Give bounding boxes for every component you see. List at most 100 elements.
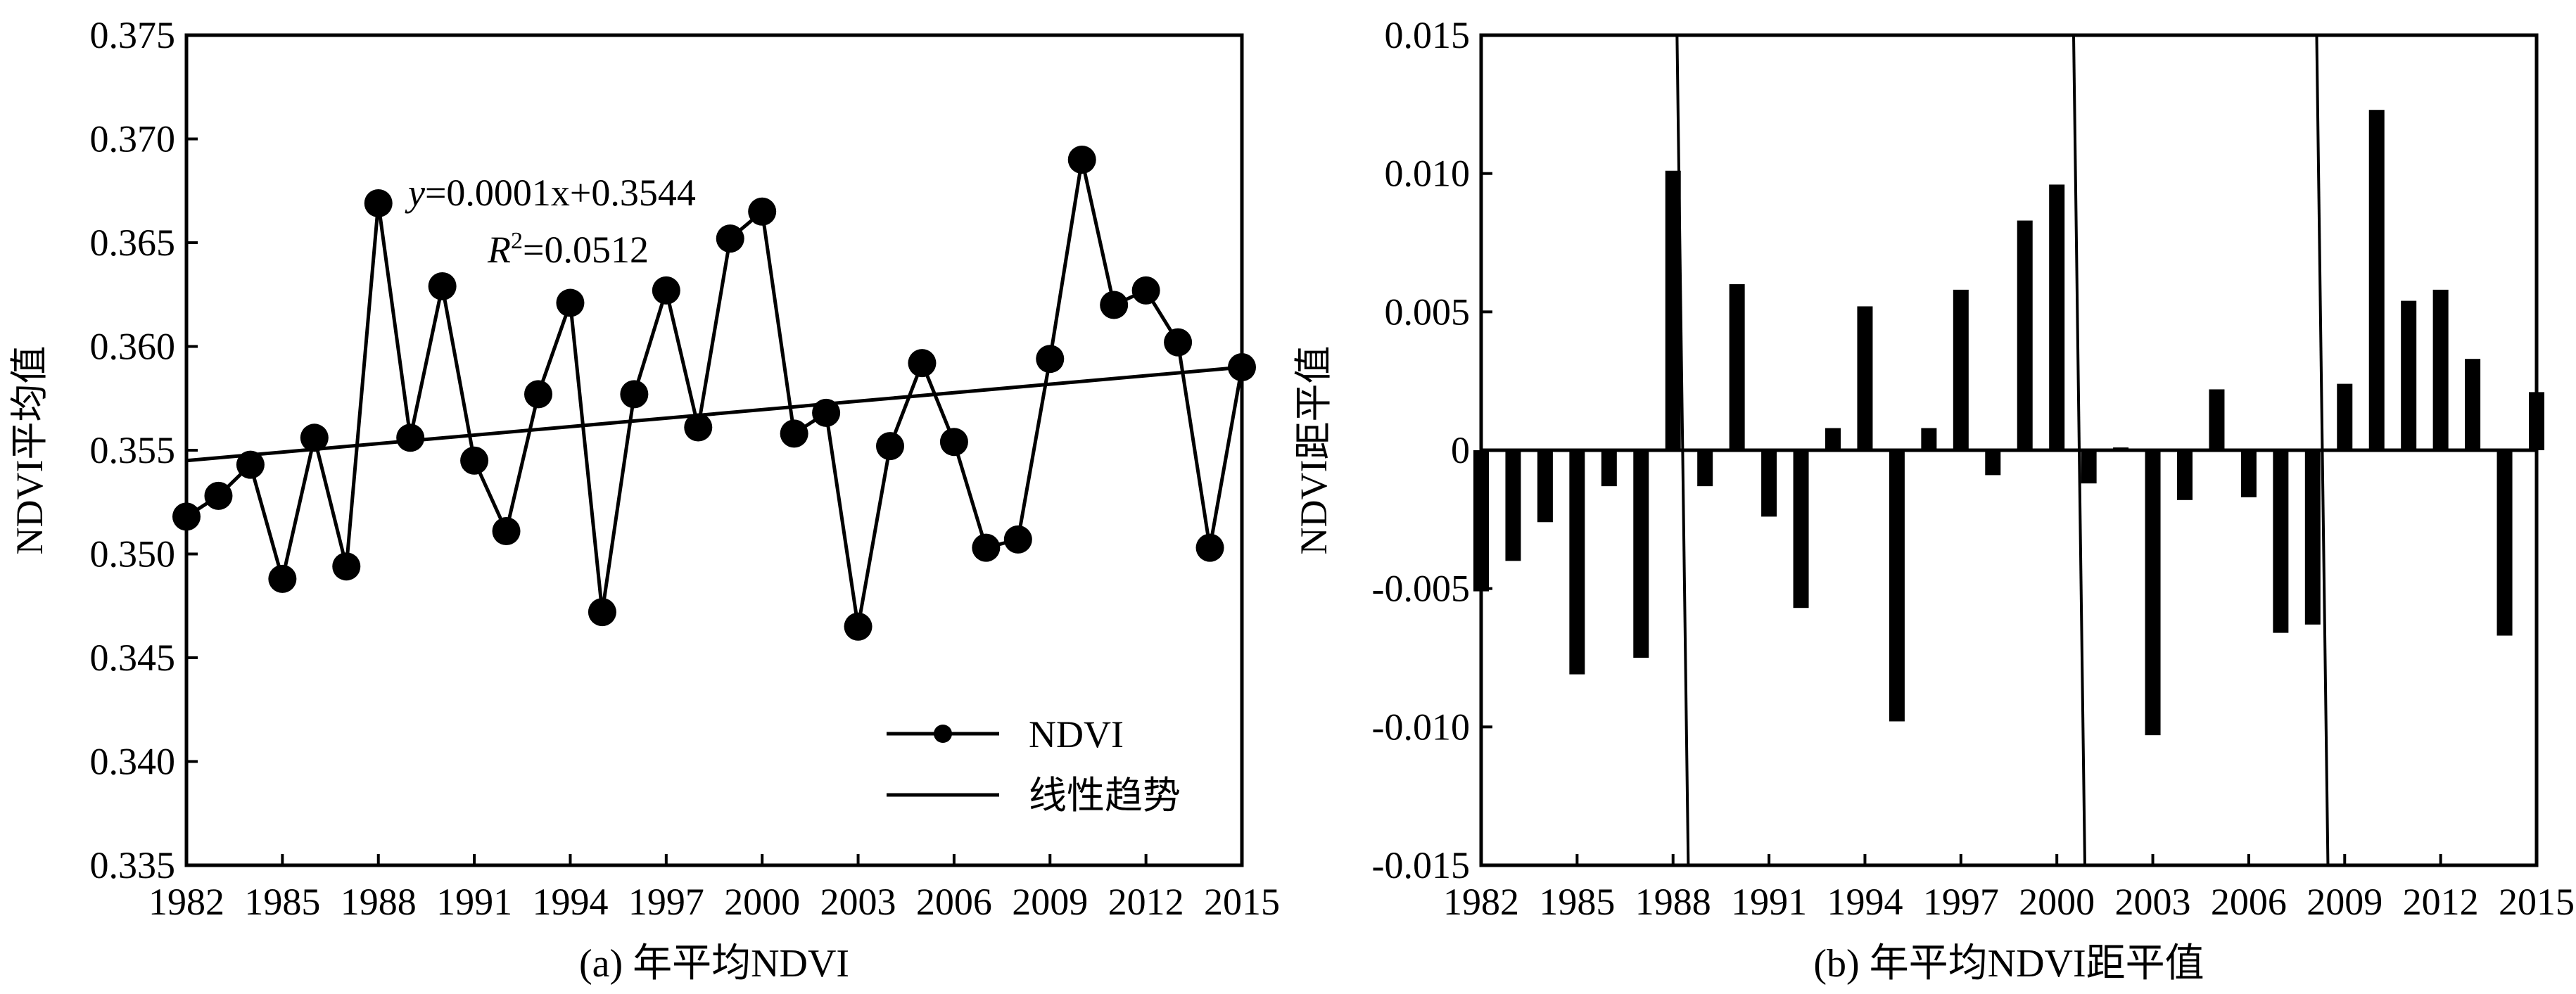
anomaly-bar <box>2273 450 2289 633</box>
panel-b-bars <box>1473 110 2544 736</box>
panel-b-caption: (b) 年平均NDVI距平值 <box>1813 942 2204 986</box>
period-divider-line <box>2315 34 2330 866</box>
x-tick-label: 2003 <box>2115 881 2191 923</box>
ndvi-point <box>908 349 937 378</box>
ndvi-point <box>876 432 904 461</box>
x-tick-label: 2012 <box>2403 881 2479 923</box>
anomaly-bar <box>1633 450 1649 658</box>
anomaly-bar <box>2304 450 2321 625</box>
panel-a-trend-equation: y=0.0001x+0.3544 <box>405 172 696 214</box>
y-tick-label: 0.015 <box>1385 14 1471 56</box>
anomaly-bar <box>1921 428 1937 450</box>
ndvi-point <box>1195 533 1224 562</box>
ndvi-point <box>844 612 873 641</box>
anomaly-bar <box>1569 450 1585 675</box>
anomaly-bar <box>1505 450 1521 561</box>
panel-b-y-axis: -0.015 -0.010 -0.005 0 0.005 0.010 0.015 <box>1372 14 1492 886</box>
anomaly-bar <box>1473 450 1489 592</box>
anomaly-bar <box>2465 359 2481 450</box>
anomaly-bar <box>1857 306 1873 450</box>
ndvi-point <box>652 276 680 305</box>
ndvi-point <box>1100 291 1129 319</box>
anomaly-bar <box>1729 284 1745 450</box>
x-tick-label: 1982 <box>148 881 224 923</box>
x-tick-label: 1988 <box>1635 881 1711 923</box>
panel-b-ndvi-anomaly: 1982 1985 1988 1991 1994 1997 2000 2003 2006 2009… <box>1293 14 2575 986</box>
ndvi-point <box>748 197 777 226</box>
anomaly-bar <box>2209 389 2225 450</box>
x-tick-label: 2015 <box>1204 881 1280 923</box>
ndvi-point <box>204 481 233 510</box>
x-tick-label: 1991 <box>436 881 512 923</box>
y-tick-label: 0.360 <box>90 326 176 368</box>
anomaly-bar <box>2177 450 2193 500</box>
panel-a-y-axis: 0.335 0.340 0.345 0.350 0.355 0.360 0.365 0.370… <box>90 14 198 886</box>
y-tick-label: 0.355 <box>90 429 176 471</box>
anomaly-bar <box>1601 450 1617 487</box>
y-tick-label: 0.005 <box>1385 291 1471 333</box>
y-tick-label: 0 <box>1451 429 1470 471</box>
ndvi-point <box>1036 345 1065 374</box>
ndvi-point <box>1131 276 1160 305</box>
panel-a-ndvi-line <box>185 159 1244 627</box>
anomaly-bar <box>1665 170 1681 450</box>
legend-trend-label: 线性趋势 <box>1029 775 1181 817</box>
x-tick-label: 1988 <box>341 881 417 923</box>
panel-a-ndvi-points <box>172 146 1256 641</box>
ndvi-point <box>236 450 265 479</box>
anomaly-bar <box>1825 428 1841 450</box>
anomaly-bar <box>1537 450 1553 523</box>
anomaly-bar <box>2240 450 2257 497</box>
ndvi-point <box>716 224 744 253</box>
y-tick-label: -0.005 <box>1372 568 1470 610</box>
anomaly-bar <box>2337 383 2353 450</box>
anomaly-bar <box>1953 289 1969 450</box>
y-tick-label: 0.365 <box>90 222 176 264</box>
x-tick-label: 1994 <box>1827 881 1903 923</box>
period-divider-line <box>1675 34 1690 866</box>
anomaly-bar <box>2432 289 2449 450</box>
anomaly-bar <box>1697 450 1713 487</box>
anomaly-bar <box>2496 450 2513 636</box>
x-tick-label: 2000 <box>724 881 800 923</box>
anomaly-bar <box>1985 450 2001 476</box>
ndvi-point <box>1067 146 1096 174</box>
y-tick-label: 0.350 <box>90 533 176 575</box>
anomaly-bar <box>2145 450 2161 736</box>
x-tick-label: 1997 <box>628 881 704 923</box>
ndvi-point <box>460 446 489 475</box>
panel-b-x-axis: 1982 1985 1988 1991 1994 1997 2000 2003 2006 2009… <box>1443 854 2575 923</box>
x-tick-label: 2006 <box>916 881 992 923</box>
x-tick-label: 2015 <box>2499 881 2575 923</box>
ndvi-point <box>268 564 297 593</box>
ndvi-point <box>428 272 457 300</box>
panel-b-y-axis-label: NDVI距平值 <box>1293 346 1335 555</box>
x-tick-label: 2006 <box>2211 881 2287 923</box>
panel-a-legend: NDVI 线性趋势 <box>887 713 1181 817</box>
anomaly-bar <box>1793 450 1809 608</box>
y-tick-label: -0.010 <box>1372 706 1470 748</box>
x-tick-label: 1985 <box>244 881 320 923</box>
panel-a-y-axis-label: NDVI平均值 <box>8 346 51 555</box>
ndvi-point <box>300 423 329 452</box>
panel-a-caption: (a) 年平均NDVI <box>579 942 849 986</box>
x-tick-label: 2003 <box>820 881 896 923</box>
panel-a-trend-line <box>186 365 1243 463</box>
y-tick-label: -0.015 <box>1372 844 1470 886</box>
ndvi-point <box>396 423 425 452</box>
ndvi-point <box>812 398 841 427</box>
ndvi-point <box>780 419 808 448</box>
legend-ndvi-marker <box>934 725 952 743</box>
anomaly-bar <box>2529 392 2544 450</box>
anomaly-bar <box>2368 110 2385 450</box>
ndvi-point <box>939 428 968 457</box>
x-tick-label: 2012 <box>1108 881 1184 923</box>
x-tick-label: 2009 <box>2307 881 2383 923</box>
ndvi-point <box>556 288 585 317</box>
anomaly-bar <box>1761 450 1777 517</box>
ndvi-point <box>1164 328 1193 357</box>
anomaly-bar <box>1889 450 1905 722</box>
ndvi-point <box>620 380 649 409</box>
ndvi-point <box>1228 353 1256 381</box>
